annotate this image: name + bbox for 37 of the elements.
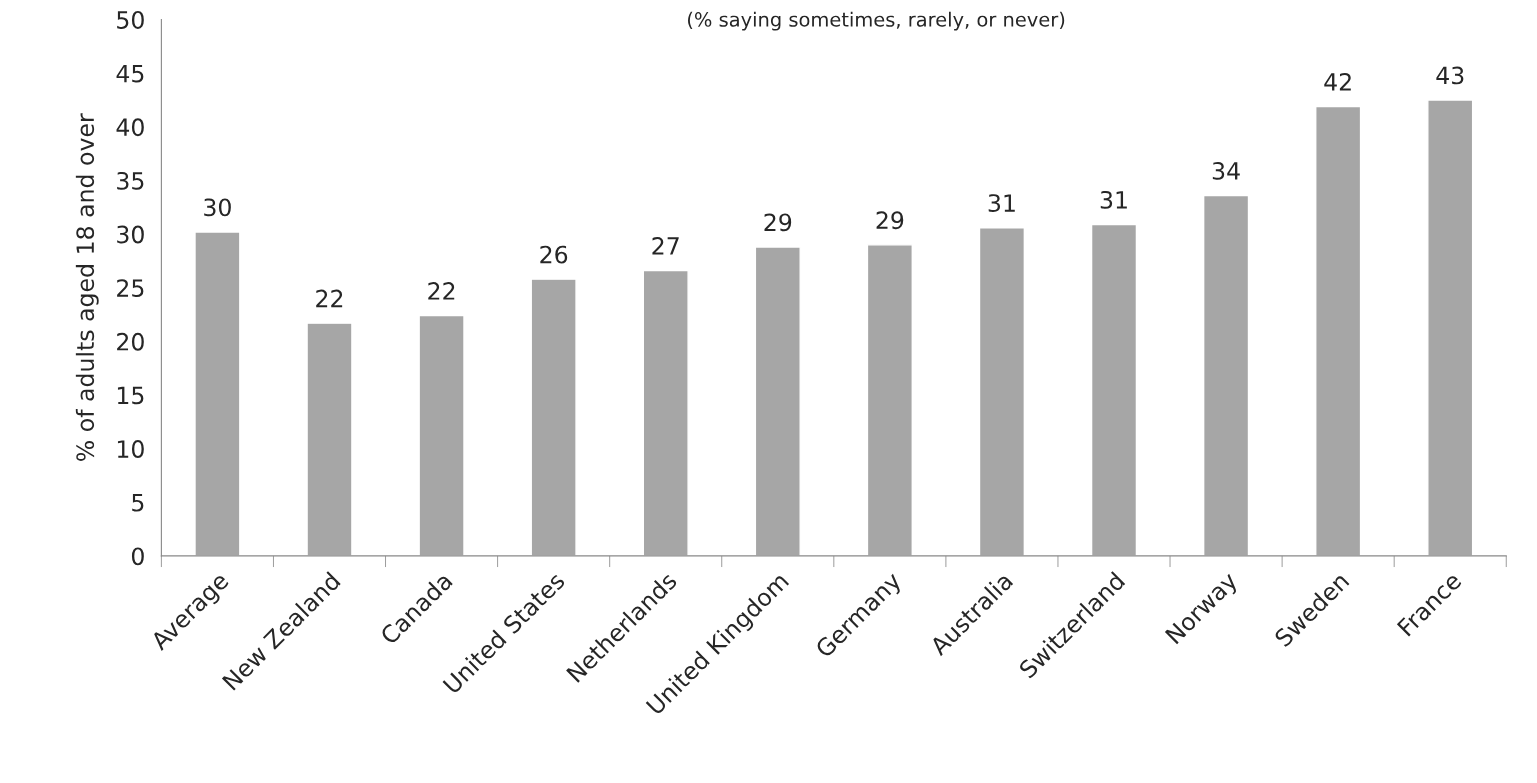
y-axis-title: % of adults aged 18 and over <box>75 113 99 461</box>
data-label: 29 <box>876 211 904 230</box>
bar <box>754 246 801 556</box>
y-tick-label: 0 <box>131 547 144 566</box>
data-label: 29 <box>764 213 792 232</box>
bar <box>1202 194 1250 556</box>
bar <box>1427 99 1474 556</box>
y-tick-label: 30 <box>117 225 144 244</box>
bar <box>194 231 241 556</box>
data-label: 22 <box>316 289 343 308</box>
chart-subtitle: (% saying sometimes, rarely, or never) <box>688 11 1065 31</box>
y-tick-label: 45 <box>116 64 144 83</box>
bar <box>642 269 689 556</box>
bar <box>1090 223 1138 556</box>
bar <box>530 278 577 556</box>
data-label: 31 <box>1100 190 1127 209</box>
y-tick-label: 50 <box>117 11 144 29</box>
y-tick-label: 10 <box>117 440 144 458</box>
y-tick-label: 15 <box>117 386 144 405</box>
bar <box>866 244 913 556</box>
bar <box>306 322 353 556</box>
data-label: 43 <box>1436 66 1464 85</box>
y-tick-label: 25 <box>117 279 144 298</box>
data-label: 26 <box>540 245 568 264</box>
bar <box>978 226 1026 556</box>
data-label: 31 <box>988 194 1015 212</box>
data-label: 22 <box>428 282 455 300</box>
y-tick-label: 5 <box>132 494 144 512</box>
y-tick-label: 35 <box>117 171 144 190</box>
data-label: 42 <box>1324 72 1351 91</box>
y-tick-label: 20 <box>117 332 144 351</box>
bar <box>418 314 465 556</box>
data-label: 34 <box>1212 161 1240 180</box>
bar <box>1315 105 1362 556</box>
data-label: 30 <box>204 198 231 217</box>
y-tick-label: 40 <box>116 118 144 137</box>
data-label: 27 <box>652 237 679 255</box>
